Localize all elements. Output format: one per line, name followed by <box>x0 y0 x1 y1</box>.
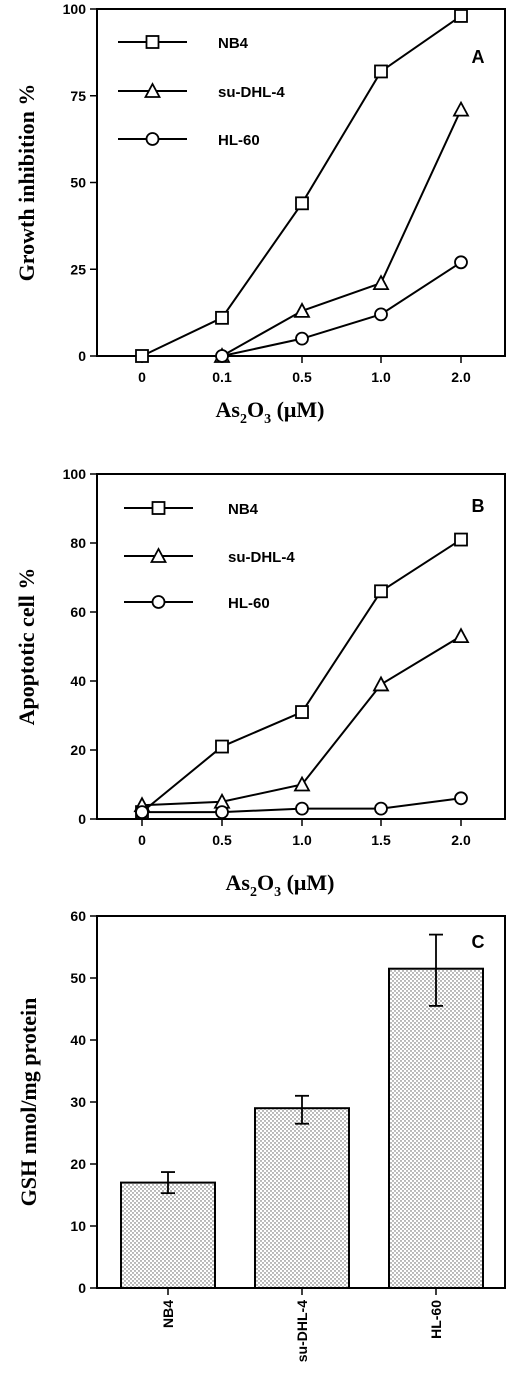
panel-b-series-square-line <box>141 538 462 813</box>
panel-c-ytick-label: 50 <box>70 970 86 986</box>
panel-a-xtick-label: 0.5 <box>292 369 312 385</box>
panel-c-y-title: GSH nmol/mg protein <box>16 998 41 1207</box>
panel-b-point-circle <box>374 801 388 816</box>
panel-c-ytick-label: 0 <box>78 1280 86 1296</box>
panel-b-point-square <box>215 739 229 754</box>
panel-c-ytick-label: 10 <box>70 1218 86 1234</box>
panel-a-point-triangle <box>452 100 470 117</box>
panel-b-x-title-part: 3 <box>274 885 281 900</box>
panel-a-ytick-label: 100 <box>63 1 87 17</box>
panel-a-ytick-label: 25 <box>70 261 86 277</box>
panel-b-point-triangle <box>452 627 470 644</box>
panel-b: 0 20 40 60 80 100 0 0.5 1.0 1.5 2.0 As2O3 (μM) Apopt… <box>14 466 506 900</box>
panel-b-xtick-label: 2.0 <box>451 832 471 848</box>
panel-a-y-title: Growth inhibition % <box>14 84 39 282</box>
panel-b-legend-marker-square <box>151 501 166 515</box>
panel-a-point-square <box>295 196 309 211</box>
panel-a-legend-label: NB4 <box>218 35 249 52</box>
panel-b-ytick-label: 80 <box>70 535 86 551</box>
panel-b-ytick-label: 60 <box>70 604 86 620</box>
panel-a-ytick-label: 50 <box>70 175 86 191</box>
panel-a-point-circle <box>454 255 468 270</box>
panel-c-bar <box>120 1181 216 1289</box>
panel-a-x-title-part: 3 <box>264 412 271 427</box>
panel-b-ytick-label: 0 <box>78 811 86 827</box>
panel-a-label: A <box>472 47 485 67</box>
panel-b-legend-marker-triangle <box>149 547 168 563</box>
panel-b-legend-label: su-DHL-4 <box>228 549 295 566</box>
panel-b-legend-label: HL-60 <box>228 595 270 612</box>
panel-b-xtick-label: 1.0 <box>292 832 312 848</box>
panel-a-legend-label: HL-60 <box>218 132 260 149</box>
panel-a-ytick-label: 75 <box>70 88 86 104</box>
panel-b-xtick-label: 0.5 <box>212 832 232 848</box>
panel-b-point-square <box>295 705 309 719</box>
panel-b-ytick-label: 40 <box>70 673 86 689</box>
panel-a-xtick-label: 0 <box>138 369 146 385</box>
panel-b-ytick-label: 20 <box>70 742 86 758</box>
panel-a-point-square <box>454 9 468 23</box>
panel-a-x-title-part: 2 <box>240 412 247 427</box>
panel-b-point-square <box>454 532 468 547</box>
panel-b-label: B <box>472 496 485 516</box>
panel-b-y-title: Apoptotic cell % <box>14 568 39 726</box>
panel-c-label: C <box>472 932 485 952</box>
panel-a-point-square <box>135 349 149 363</box>
panel-b-x-title-part: As <box>226 870 251 895</box>
panel-c-bar <box>388 967 484 1289</box>
panel-b-x-title-part: 2 <box>250 885 257 900</box>
panel-a-xtick-label: 1.0 <box>371 369 391 385</box>
panel-a-point-square <box>374 64 388 79</box>
panel-c-ytick-label: 30 <box>70 1094 86 1110</box>
panel-b-point-circle <box>135 805 149 819</box>
panel-a-series-triangle-line <box>221 109 462 357</box>
panel-b-x-title-part: O <box>257 870 274 895</box>
panel-a-x-title-part: O <box>247 397 264 422</box>
panel-c-xtick-label: su-DHL-4 <box>294 1300 310 1362</box>
panel-a-x-title-part: As <box>216 397 241 422</box>
panel-a: 0 25 50 75 100 0 0.1 0.5 1.0 2.0 As2O3 (μM) Growth … <box>14 1 506 427</box>
panel-b-x-title: As2O3 (μM) <box>226 870 335 900</box>
panel-a-legend-marker-circle <box>145 132 160 146</box>
panel-b-xtick-label: 1.5 <box>371 832 391 848</box>
panel-b-point-circle <box>454 791 468 806</box>
panel-a-point-square <box>215 310 229 325</box>
panel-b-point-circle <box>215 805 229 819</box>
panel-a-xtick-label: 0.1 <box>212 369 232 385</box>
panel-c-bar <box>254 1107 350 1289</box>
panel-b-point-circle <box>295 801 309 816</box>
panel-a-legend-label: su-DHL-4 <box>218 84 285 101</box>
panel-a-legend-marker-square <box>145 35 160 49</box>
panel-a-ytick-label: 0 <box>78 348 86 364</box>
panel-b-xtick-label: 0 <box>138 832 146 848</box>
panel-b-point-triangle <box>293 775 311 792</box>
panel-a-xtick-label: 2.0 <box>451 369 471 385</box>
panel-a-point-circle <box>295 331 309 346</box>
panel-a-point-triangle <box>293 301 311 318</box>
panel-b-point-triangle <box>372 675 390 692</box>
panel-a-point-circle <box>374 307 388 322</box>
panel-c-xtick-label: HL-60 <box>428 1300 444 1339</box>
panel-a-x-title-part: (μM) <box>271 397 324 422</box>
panel-a-legend-marker-triangle <box>143 82 162 98</box>
panel-c-ytick-label: 20 <box>70 1156 86 1172</box>
panel-a-x-title: As2O3 (μM) <box>216 397 325 427</box>
panel-c-ytick-label: 60 <box>70 908 86 924</box>
panel-b-point-square <box>374 584 388 599</box>
panel-a-series-circle-line <box>221 261 462 357</box>
panel-b-ytick-label: 100 <box>63 466 87 482</box>
panel-a-point-circle <box>215 349 229 363</box>
panel-b-x-title-part: (μM) <box>281 870 334 895</box>
panel-c-xtick-label: NB4 <box>160 1300 176 1328</box>
panel-c-ytick-label: 40 <box>70 1032 86 1048</box>
panel-b-legend-label: NB4 <box>228 501 259 518</box>
panel-b-legend-marker-circle <box>151 595 166 609</box>
panel-c: 0 10 20 30 40 50 60 NB4 su-DHL-4 HL-60 GSH nmol/mg… <box>16 908 506 1362</box>
panel-a-point-triangle <box>372 274 390 291</box>
